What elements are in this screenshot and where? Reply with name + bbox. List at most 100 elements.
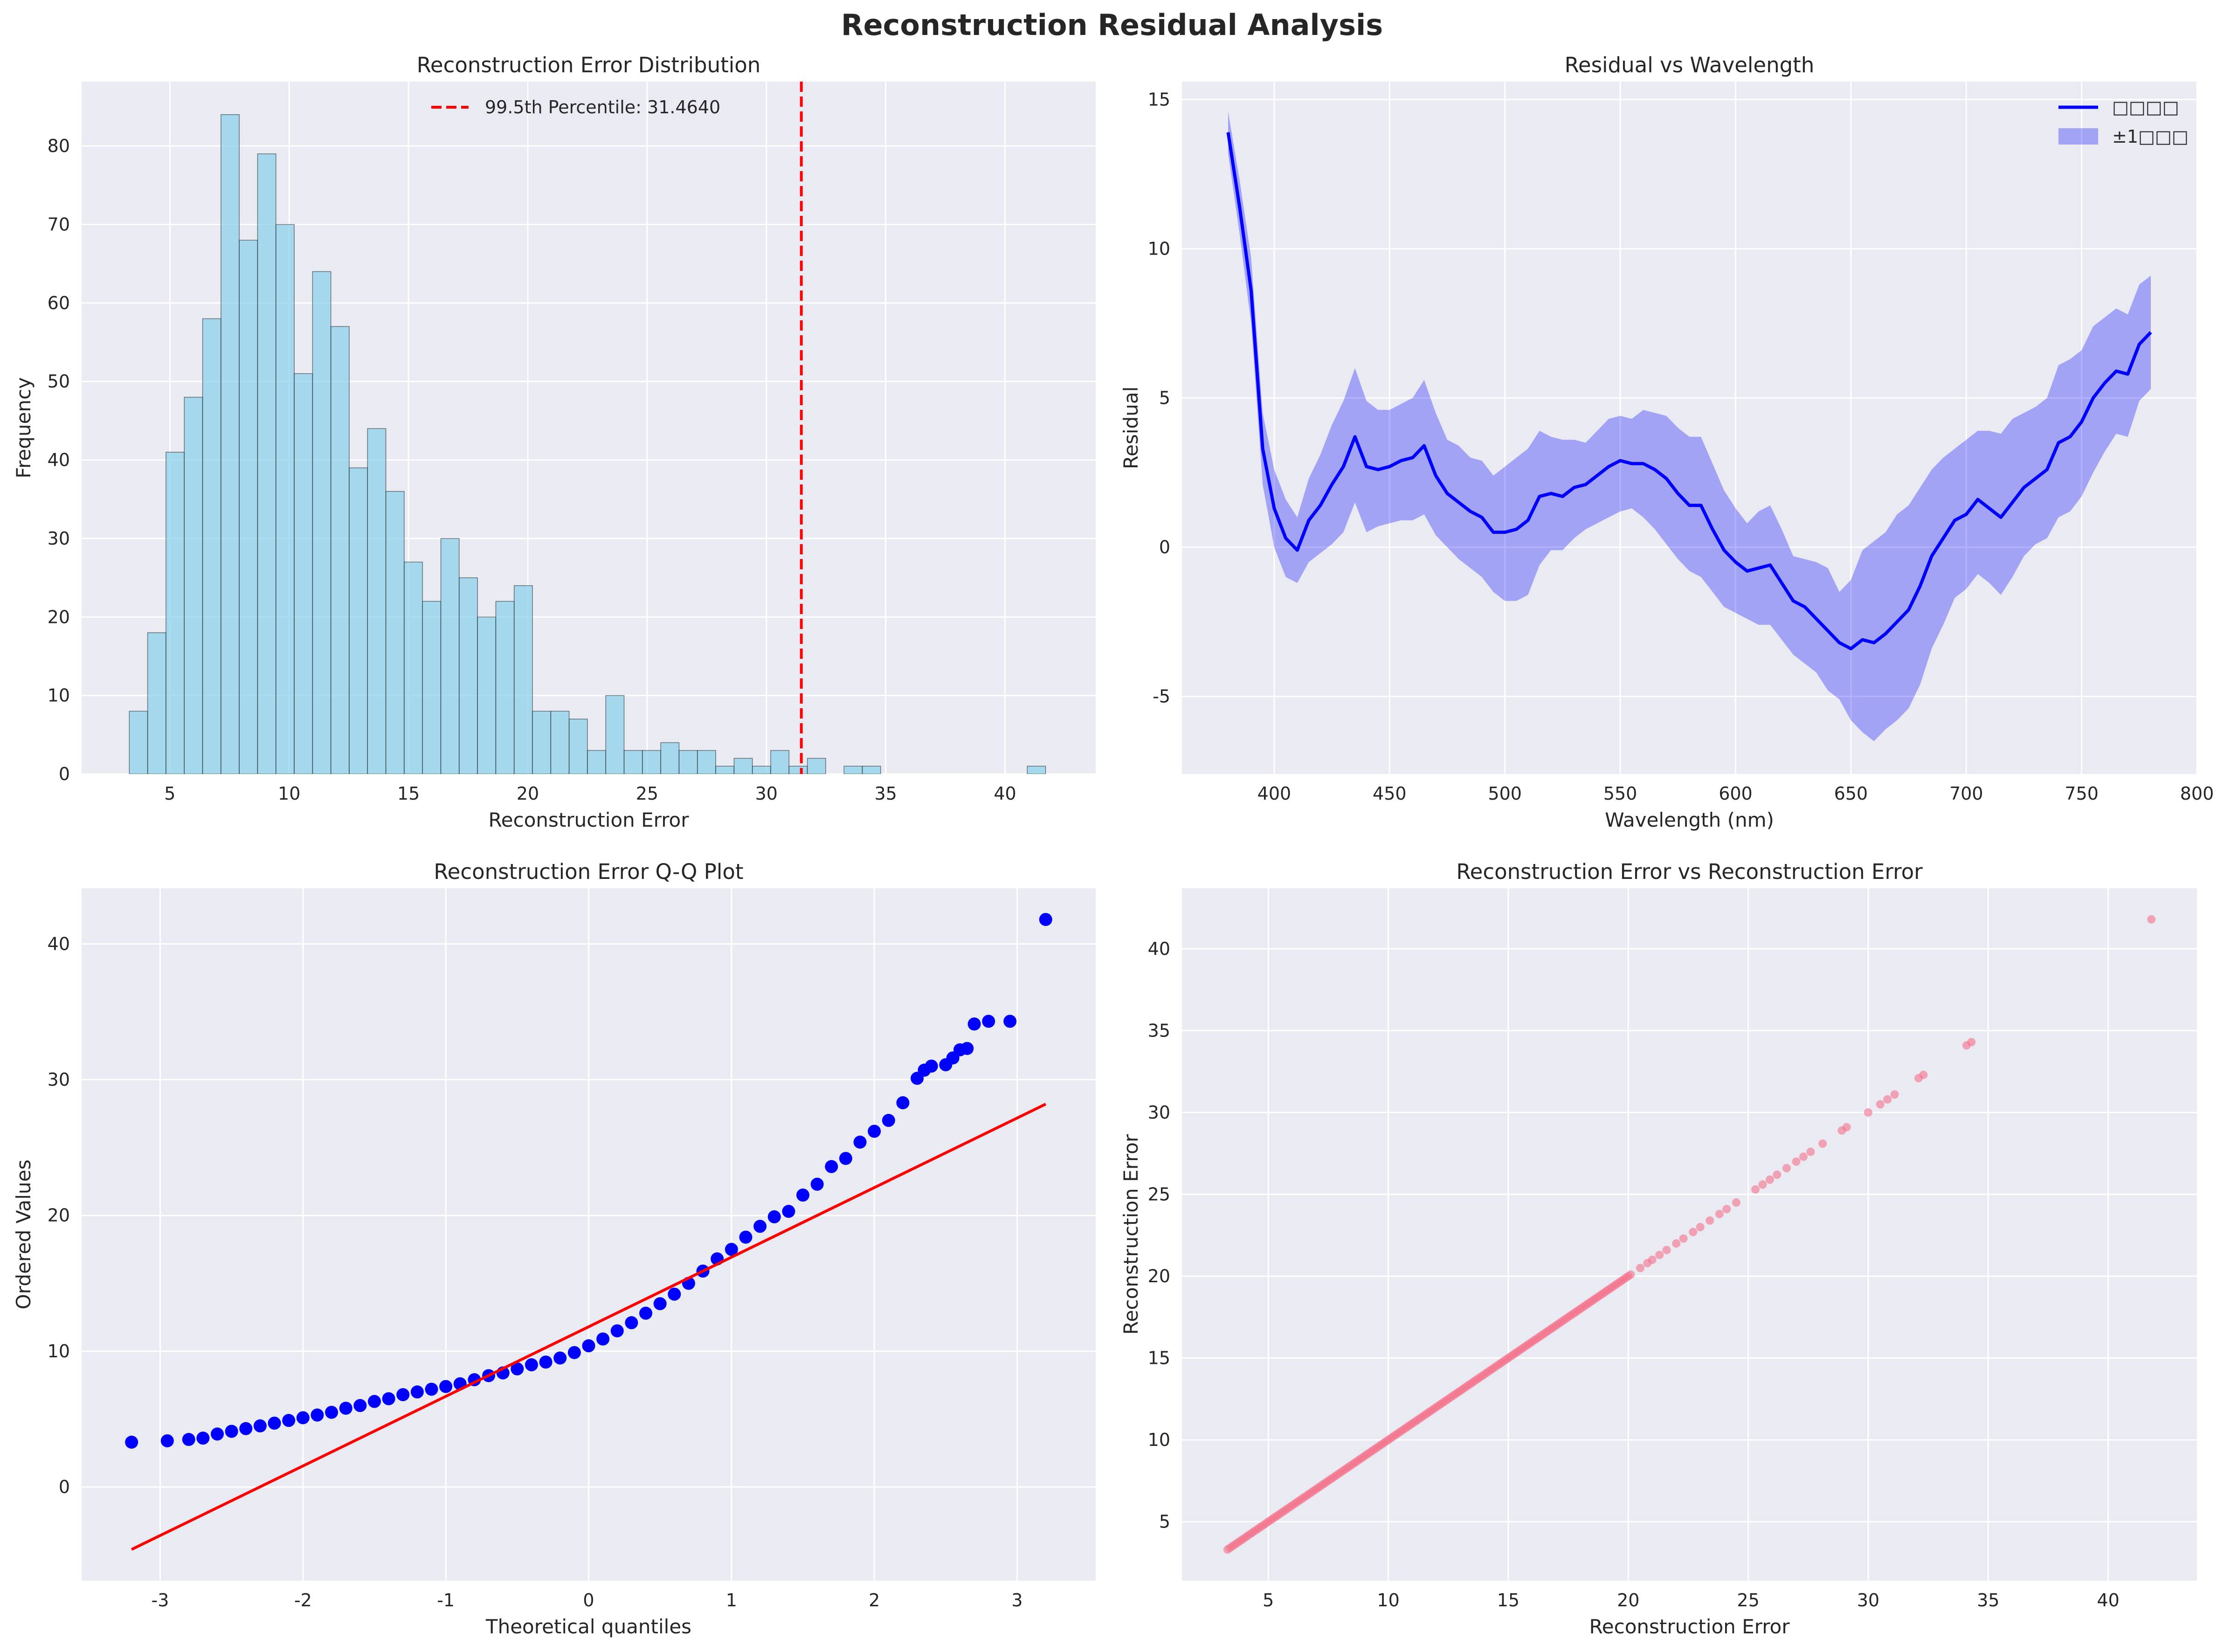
scatter-point <box>1842 1123 1851 1132</box>
qq-point <box>410 1385 424 1399</box>
scatter-point <box>1696 1223 1705 1231</box>
qq-point <box>925 1059 938 1073</box>
scatter-point <box>1919 1071 1928 1079</box>
y-tick-label: 10 <box>48 685 70 706</box>
qq-point <box>367 1395 381 1408</box>
x-tick-label: 40 <box>2097 1590 2119 1611</box>
scatter-point <box>1967 1038 1976 1046</box>
histogram-bar <box>422 601 442 774</box>
scatter-point <box>1679 1234 1688 1243</box>
scatter-point <box>1792 1157 1801 1166</box>
scatter-point <box>1722 1205 1731 1214</box>
histogram-bar <box>166 451 185 774</box>
y-tick-label: 15 <box>1148 89 1170 110</box>
qq-point <box>225 1424 238 1438</box>
y-axis-label: Ordered Values <box>12 1160 35 1310</box>
scatter-point <box>2147 915 2156 924</box>
qq-point <box>982 1015 995 1028</box>
histogram-bar <box>605 695 625 774</box>
y-tick-label: 60 <box>48 293 70 313</box>
qq-point <box>653 1297 667 1310</box>
qq-point <box>868 1125 881 1138</box>
qq-point <box>382 1392 395 1405</box>
histogram-bar <box>697 750 716 774</box>
qq-point <box>396 1388 410 1402</box>
y-tick-label: 25 <box>1148 1184 1170 1204</box>
scatter-point <box>1636 1264 1644 1272</box>
qq-point <box>896 1096 910 1110</box>
histogram-bar <box>184 397 203 774</box>
histogram-bar <box>221 114 240 774</box>
qq-point <box>539 1355 553 1369</box>
y-tick-label: 20 <box>1148 1266 1170 1286</box>
qq-point <box>439 1380 453 1393</box>
mean-residual-line <box>1226 132 2152 650</box>
plot-area <box>1182 82 2197 774</box>
scatter-point <box>1751 1185 1760 1194</box>
histogram-bar <box>404 561 423 774</box>
x-tick-label: 1 <box>726 1590 737 1611</box>
histogram-bar <box>202 318 221 774</box>
qq-point <box>753 1220 767 1233</box>
x-axis-label: Theoretical quantiles <box>485 1615 691 1638</box>
x-tick-label: -1 <box>437 1590 455 1611</box>
x-tick-label: 550 <box>1603 783 1637 804</box>
histogram-bar <box>550 711 570 774</box>
histogram-bar <box>1027 766 1046 774</box>
qq-point <box>211 1427 224 1441</box>
x-tick-label: 5 <box>164 783 175 804</box>
legend-band-label: ±1□□□ <box>2112 126 2189 147</box>
histogram-bar <box>294 373 313 774</box>
qq-point <box>825 1160 838 1173</box>
histogram-bar <box>587 750 606 774</box>
histogram-bar <box>129 711 148 774</box>
y-tick-label: 15 <box>1148 1348 1170 1369</box>
y-tick-label: 0 <box>1159 537 1170 558</box>
qq-point <box>810 1177 824 1191</box>
histogram-bar <box>642 750 661 774</box>
y-axis-label: Reconstruction Error <box>1119 1134 1142 1335</box>
panel-title: Residual vs Wavelength <box>1565 53 1815 77</box>
x-tick-label: 20 <box>517 783 539 804</box>
y-tick-label: -5 <box>1153 686 1170 707</box>
scatter-point <box>1773 1170 1782 1179</box>
qq-point <box>196 1431 210 1445</box>
qq-point <box>967 1017 981 1031</box>
scatter-point <box>1876 1100 1885 1109</box>
qq-point <box>325 1405 338 1419</box>
x-tick-label: 30 <box>1857 1590 1879 1611</box>
x-tick-label: 35 <box>874 783 897 804</box>
qq-point <box>639 1306 653 1320</box>
y-tick-label: 0 <box>59 1477 70 1497</box>
plot-marks <box>129 82 1046 774</box>
histogram-bar <box>715 766 735 774</box>
plot-marks <box>125 912 1052 1551</box>
qq-point <box>596 1332 610 1346</box>
histogram-bar <box>843 766 863 774</box>
y-tick-label: 40 <box>48 933 70 954</box>
qq-point <box>725 1243 738 1256</box>
histogram-bar <box>770 750 790 774</box>
qq-point <box>668 1287 681 1301</box>
panel-title: Reconstruction Error Distribution <box>417 53 761 77</box>
qq-point <box>1039 912 1052 926</box>
histogram-panel: 5 10 15 20 25 30 35 40 0 10 20 30 40 50 60 70 80 Reconstr… <box>12 53 1096 831</box>
x-tick-label: 800 <box>2180 783 2214 804</box>
scatter-point <box>1890 1090 1899 1099</box>
scatter-point <box>1732 1198 1741 1207</box>
x-tick-label: 5 <box>1263 1590 1274 1611</box>
x-tick-label: 10 <box>278 783 300 804</box>
scatter-point <box>1648 1255 1657 1264</box>
panel-title: Reconstruction Error Q-Q Plot <box>434 859 743 884</box>
y-tick-label: 70 <box>48 214 70 235</box>
x-tick-label: 15 <box>1497 1590 1520 1611</box>
x-tick-label: -2 <box>294 1590 312 1611</box>
qq-point <box>796 1189 810 1202</box>
histogram-bar <box>495 601 515 774</box>
y-tick-label: 0 <box>59 764 70 784</box>
histogram-bar <box>477 616 497 774</box>
y-tick-label: 10 <box>48 1341 70 1362</box>
qq-fit-line <box>131 1103 1047 1551</box>
scatter-point <box>1818 1139 1827 1148</box>
